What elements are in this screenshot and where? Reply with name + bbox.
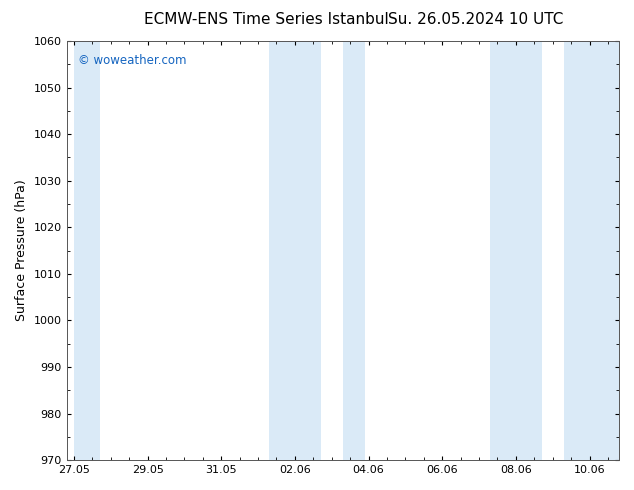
Text: Su. 26.05.2024 10 UTC: Su. 26.05.2024 10 UTC bbox=[388, 12, 563, 27]
Bar bbox=[269, 41, 321, 460]
Text: © woweather.com: © woweather.com bbox=[77, 53, 186, 67]
Bar bbox=[490, 41, 541, 460]
Bar bbox=[74, 41, 100, 460]
Bar bbox=[564, 41, 619, 460]
Y-axis label: Surface Pressure (hPa): Surface Pressure (hPa) bbox=[15, 180, 28, 321]
Bar bbox=[343, 41, 365, 460]
Text: ECMW-ENS Time Series Istanbul: ECMW-ENS Time Series Istanbul bbox=[144, 12, 389, 27]
